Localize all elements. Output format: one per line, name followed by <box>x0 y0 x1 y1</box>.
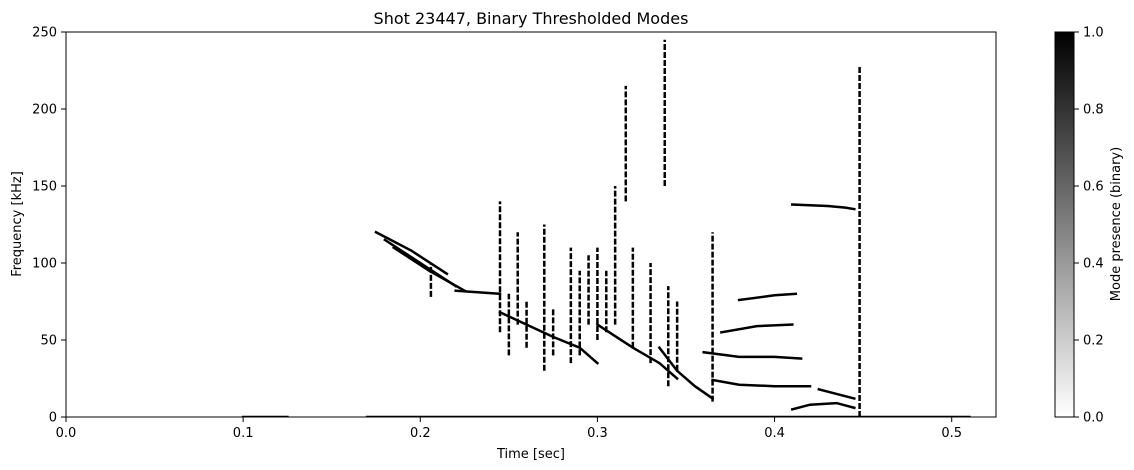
y-tick-label: 200 <box>32 103 57 118</box>
mode-track <box>817 387 856 401</box>
mode-track <box>391 245 467 293</box>
colorbar-tick-label: 0.4 <box>1083 257 1104 272</box>
y-tick-label: 150 <box>32 180 57 195</box>
plot-area <box>66 32 996 417</box>
chart-title: Shot 23447, Binary Thresholded Modes <box>374 9 689 28</box>
colorbar <box>1054 31 1075 418</box>
plot-frame <box>65 31 997 418</box>
mode-marks <box>241 39 971 417</box>
y-tick-label: 250 <box>32 26 57 41</box>
colorbar-label: Mode presence (binary) <box>1109 147 1124 301</box>
mode-track <box>374 230 449 276</box>
x-tick-label: 0.5 <box>941 426 962 441</box>
mode-track <box>719 323 794 334</box>
x-tick-label: 0.1 <box>233 426 254 441</box>
x-tick-label: 0.2 <box>410 426 431 441</box>
x-tick-label: 0.3 <box>587 426 608 441</box>
mode-track <box>790 401 856 411</box>
colorbar-ticks: 0.0 0.2 0.4 0.6 0.8 1.0 <box>1074 26 1104 426</box>
colorbar-tick-label: 0.0 <box>1083 411 1104 426</box>
mode-track <box>595 322 679 381</box>
mode-track <box>454 289 502 296</box>
y-tick-label: 0 <box>49 411 57 426</box>
x-axis-ticks: 0.0 0.1 0.2 0.3 0.4 0.5 <box>56 417 962 441</box>
mode-track <box>711 378 812 388</box>
colorbar-tick-label: 1.0 <box>1083 26 1104 41</box>
colorbar-tick-label: 0.8 <box>1083 103 1104 118</box>
x-tick-label: 0.0 <box>56 426 77 441</box>
mode-track <box>702 350 803 360</box>
mode-track <box>737 292 798 302</box>
x-tick-label: 0.4 <box>764 426 785 441</box>
y-tick-label: 100 <box>32 257 57 272</box>
colorbar-tick-label: 0.2 <box>1083 334 1104 349</box>
y-tick-label: 50 <box>40 334 57 349</box>
y-axis-label: Frequency [kHz] <box>10 171 25 277</box>
colorbar-tick-label: 0.6 <box>1083 180 1104 195</box>
y-axis-ticks: 0 50 100 150 200 250 <box>32 26 66 426</box>
mode-track <box>790 203 856 211</box>
x-axis-label: Time [sec] <box>496 447 565 462</box>
